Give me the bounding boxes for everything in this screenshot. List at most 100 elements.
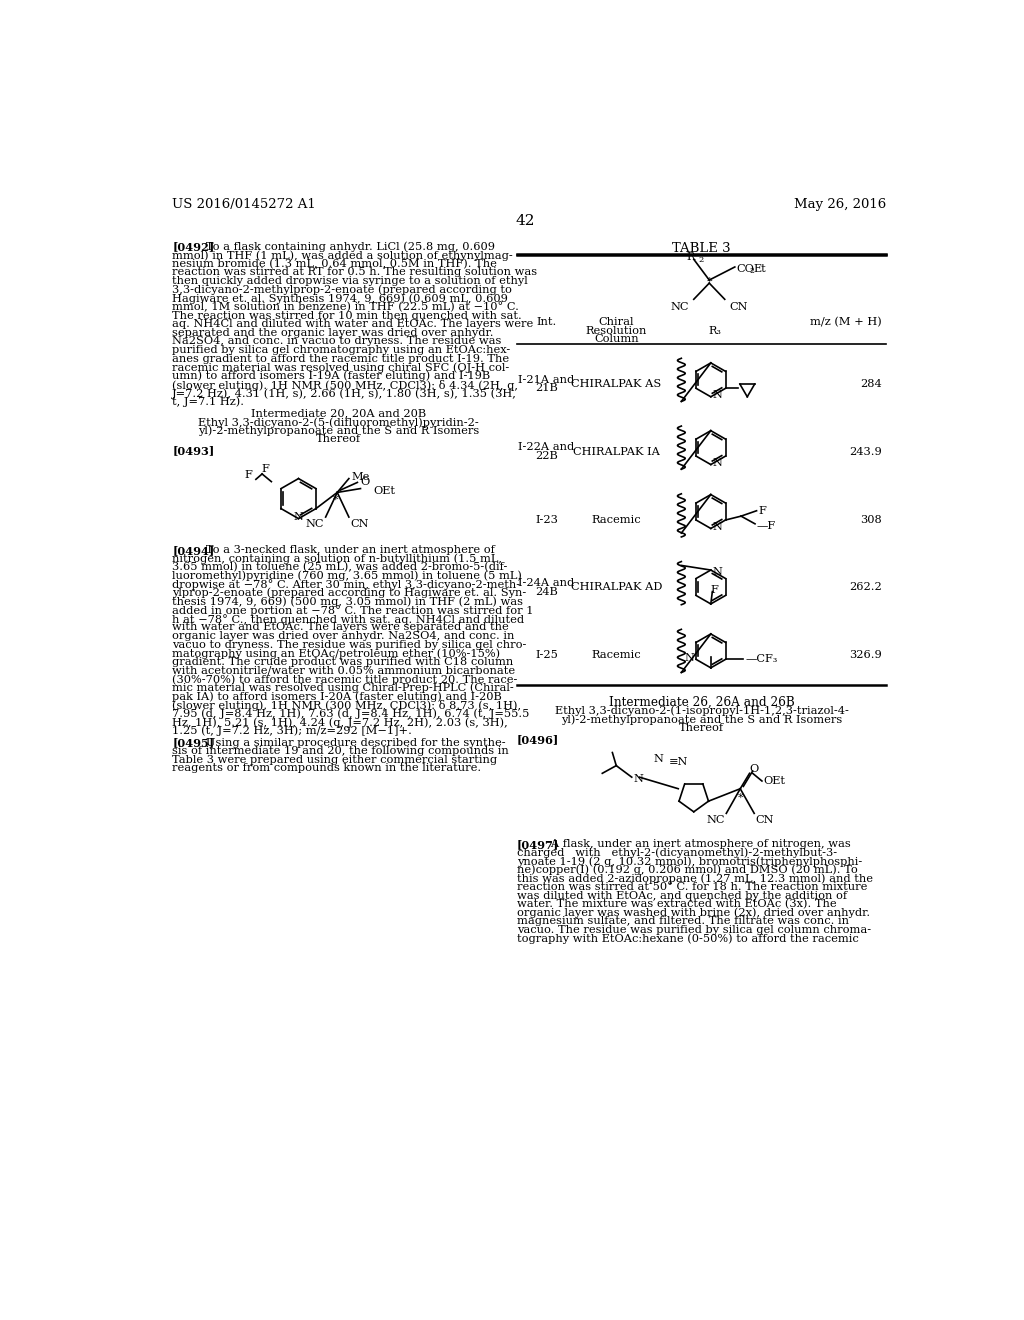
Text: —CF₃: —CF₃ <box>745 655 778 664</box>
Text: Me: Me <box>351 473 370 482</box>
Text: 3.65 mmol) in toluene (25 mL), was added 2-bromo-5-(dif-: 3.65 mmol) in toluene (25 mL), was added… <box>172 562 508 573</box>
Text: O: O <box>360 478 370 487</box>
Text: was diluted with EtOAc, and quenched by the addition of: was diluted with EtOAc, and quenched by … <box>517 891 847 900</box>
Text: 308: 308 <box>860 515 882 524</box>
Text: yl)-2-methylpropanoate and the S and R Isomers: yl)-2-methylpropanoate and the S and R I… <box>199 426 479 437</box>
Text: 243.9: 243.9 <box>849 446 882 457</box>
Text: [0492]: [0492] <box>172 242 214 252</box>
Text: 326.9: 326.9 <box>849 649 882 660</box>
Text: 22B: 22B <box>536 451 558 461</box>
Text: with acetonitrile/water with 0.05% ammonium bicarbonate: with acetonitrile/water with 0.05% ammon… <box>172 665 515 676</box>
Text: Racemic: Racemic <box>592 515 641 524</box>
Text: NC: NC <box>707 814 725 825</box>
Text: 2: 2 <box>750 267 755 275</box>
Text: CN: CN <box>350 519 369 528</box>
Text: CHIRALPAK IA: CHIRALPAK IA <box>572 446 659 457</box>
Text: CN: CN <box>756 814 774 825</box>
Text: this was added 2-azidopropane (1.27 mL, 12.3 mmol) and the: this was added 2-azidopropane (1.27 mL, … <box>517 874 873 884</box>
Text: The reaction was stirred for 10 min then quenched with sat.: The reaction was stirred for 10 min then… <box>172 310 522 321</box>
Text: Racemic: Racemic <box>592 649 641 660</box>
Text: [0494]: [0494] <box>172 545 214 556</box>
Text: nesium bromide (1.3 mL, 0.64 mmol, 0.5M in THF). The: nesium bromide (1.3 mL, 0.64 mmol, 0.5M … <box>172 259 497 269</box>
Text: 24B: 24B <box>536 586 558 597</box>
Text: *: * <box>707 277 712 286</box>
Text: F: F <box>244 470 252 480</box>
Text: 284: 284 <box>860 379 882 389</box>
Text: tography with EtOAc:hexane (0-50%) to afford the racemic: tography with EtOAc:hexane (0-50%) to af… <box>517 933 859 944</box>
Text: pak IA) to afford isomers I-20A (faster eluting) and I-20B: pak IA) to afford isomers I-20A (faster … <box>172 692 502 702</box>
Text: Chiral: Chiral <box>598 317 634 327</box>
Text: yl)-2-methylpropanoate and the S and R Isomers: yl)-2-methylpropanoate and the S and R I… <box>561 714 842 725</box>
Text: N: N <box>713 521 722 532</box>
Text: TABLE 3: TABLE 3 <box>672 242 731 255</box>
Text: Column: Column <box>594 334 639 345</box>
Text: umn) to afford isomers I-19A (faster eluting) and I-19B: umn) to afford isomers I-19A (faster elu… <box>172 371 490 381</box>
Text: J=7.2 Hz), 4.31 (1H, s), 2.66 (1H, s), 1.80 (3H, s), 1.35 (3H,: J=7.2 Hz), 4.31 (1H, s), 2.66 (1H, s), 1… <box>172 388 517 399</box>
Text: t, J=7.1 Hz).: t, J=7.1 Hz). <box>172 397 244 408</box>
Text: 2: 2 <box>698 256 703 264</box>
Text: mic material was resolved using Chiral-Prep-HPLC (Chiral-: mic material was resolved using Chiral-P… <box>172 682 514 693</box>
Text: Intermediate 20, 20A and 20B: Intermediate 20, 20A and 20B <box>251 408 426 418</box>
Text: To a 3-necked flask, under an inert atmosphere of: To a 3-necked flask, under an inert atmo… <box>195 545 495 554</box>
Text: ylprop-2-enoate (prepared according to Hagiware et. al. Syn-: ylprop-2-enoate (prepared according to H… <box>172 587 526 598</box>
Text: organic layer was dried over anhydr. Na2SO4, and conc. in: organic layer was dried over anhydr. Na2… <box>172 631 514 642</box>
Text: N: N <box>685 653 694 663</box>
Text: CO: CO <box>736 264 755 273</box>
Text: N: N <box>654 755 664 764</box>
Text: Hz, 1H), 5.21 (s, 1H), 4.24 (q, J=7.2 Hz, 2H), 2.03 (s, 3H),: Hz, 1H), 5.21 (s, 1H), 4.24 (q, J=7.2 Hz… <box>172 717 508 727</box>
Text: R₃: R₃ <box>709 326 721 335</box>
Text: [0496]: [0496] <box>517 734 559 744</box>
Text: F: F <box>711 585 719 595</box>
Text: water. The mixture was extracted with EtOAc (3x). The: water. The mixture was extracted with Et… <box>517 899 837 909</box>
Text: thesis 1974, 9, 669) (500 mg, 3.05 mmol) in THF (2 mL) was: thesis 1974, 9, 669) (500 mg, 3.05 mmol)… <box>172 597 523 607</box>
Text: Ethyl 3,3-dicyano-2-(1-isopropyl-1H-1,2,3-triazol-4-: Ethyl 3,3-dicyano-2-(1-isopropyl-1H-1,2,… <box>555 706 849 717</box>
Text: (slower eluting). 1H NMR (300 MHz, CDCl3): δ 8.73 (s, 1H),: (slower eluting). 1H NMR (300 MHz, CDCl3… <box>172 700 521 711</box>
Text: [0495]: [0495] <box>172 738 214 748</box>
Text: anes gradient to afford the racemic title product I-19. The: anes gradient to afford the racemic titl… <box>172 354 509 364</box>
Text: CHIRALPAK AD: CHIRALPAK AD <box>570 582 662 593</box>
Text: NC: NC <box>671 302 689 312</box>
Text: reaction was stirred at 50° C. for 18 h. The reaction mixture: reaction was stirred at 50° C. for 18 h.… <box>517 882 867 892</box>
Text: Na2SO4, and conc. in vacuo to dryness. The residue was: Na2SO4, and conc. in vacuo to dryness. T… <box>172 337 502 346</box>
Text: N: N <box>713 566 722 577</box>
Text: N: N <box>713 458 722 469</box>
Text: *: * <box>737 792 743 803</box>
Text: charged   with   ethyl-2-(dicyanomethyl)-2-methylbut-3-: charged with ethyl-2-(dicyanomethyl)-2-m… <box>517 847 838 858</box>
Text: A flask, under an inert atmosphere of nitrogen, was: A flask, under an inert atmosphere of ni… <box>540 838 850 849</box>
Text: added in one portion at −78° C. The reaction was stirred for 1: added in one portion at −78° C. The reac… <box>172 605 534 616</box>
Text: racemic material was resolved using chiral SFC (OJ-H col-: racemic material was resolved using chir… <box>172 362 509 372</box>
Text: N: N <box>294 512 303 523</box>
Text: Int.: Int. <box>537 317 557 327</box>
Text: Thereof: Thereof <box>316 434 361 445</box>
Text: reaction was stirred at RT for 0.5 h. The resulting solution was: reaction was stirred at RT for 0.5 h. Th… <box>172 268 538 277</box>
Text: luoromethyl)pyridine (760 mg, 3.65 mmol) in toluene (5 mL): luoromethyl)pyridine (760 mg, 3.65 mmol)… <box>172 570 522 581</box>
Text: matography using an EtOAc/petroleum ether (10%-15%): matography using an EtOAc/petroleum ethe… <box>172 648 501 659</box>
Text: [0497]: [0497] <box>517 838 559 850</box>
Text: I-23: I-23 <box>536 515 558 524</box>
Text: vacuo to dryness. The residue was purified by silica gel chro-: vacuo to dryness. The residue was purifi… <box>172 640 526 649</box>
Text: aq. NH4Cl and diluted with water and EtOAc. The layers were: aq. NH4Cl and diluted with water and EtO… <box>172 319 534 329</box>
Text: I-25: I-25 <box>536 649 558 660</box>
Text: ne)copper(I) (0.192 g, 0.206 mmol) and DMSO (20 mL). To: ne)copper(I) (0.192 g, 0.206 mmol) and D… <box>517 865 858 875</box>
Text: NC: NC <box>305 519 324 528</box>
Text: F: F <box>758 506 766 516</box>
Text: m/z (M + H): m/z (M + H) <box>810 317 882 327</box>
Text: (slower eluting). 1H NMR (500 MHz, CDCl3): δ 4.34 (2H, q,: (slower eluting). 1H NMR (500 MHz, CDCl3… <box>172 380 518 391</box>
Text: OEt: OEt <box>373 486 395 496</box>
Text: sis of intermediate 19 and 20, the following compounds in: sis of intermediate 19 and 20, the follo… <box>172 746 509 756</box>
Text: organic layer was washed with brine (2x), dried over anhydr.: organic layer was washed with brine (2x)… <box>517 908 870 919</box>
Text: 3,3-dicyano-2-methylprop-2-enoate (prepared according to: 3,3-dicyano-2-methylprop-2-enoate (prepa… <box>172 285 512 296</box>
Text: OEt: OEt <box>764 776 785 785</box>
Text: 7.95 (d, J=8.4 Hz, 1H), 7.63 (d, J=8.4 Hz, 1H), 6.74 (t, J=55.5: 7.95 (d, J=8.4 Hz, 1H), 7.63 (d, J=8.4 H… <box>172 709 529 719</box>
Text: CN: CN <box>729 302 748 312</box>
Text: Resolution: Resolution <box>586 326 647 335</box>
Text: Hagiware et. al. Synthesis 1974, 9, 669) (0.609 mL, 0.609: Hagiware et. al. Synthesis 1974, 9, 669)… <box>172 293 508 304</box>
Text: To a flask containing anhydr. LiCl (25.8 mg, 0.609: To a flask containing anhydr. LiCl (25.8… <box>195 242 495 252</box>
Text: Table 3 were prepared using either commercial starting: Table 3 were prepared using either comme… <box>172 755 498 764</box>
Text: vacuo. The residue was purified by silica gel column chroma-: vacuo. The residue was purified by silic… <box>517 925 871 935</box>
Text: h at −78° C., then quenched with sat. aq. NH4Cl and diluted: h at −78° C., then quenched with sat. aq… <box>172 614 524 624</box>
Text: R: R <box>687 252 695 261</box>
Text: May 26, 2016: May 26, 2016 <box>794 198 886 211</box>
Text: with water and EtOAc. The layers were separated and the: with water and EtOAc. The layers were se… <box>172 623 509 632</box>
Text: 21B: 21B <box>536 383 558 393</box>
